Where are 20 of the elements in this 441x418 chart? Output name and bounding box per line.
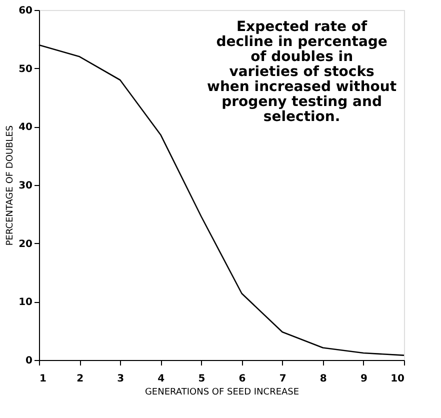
x-tick-label: 5 <box>198 374 206 384</box>
y-tick-label: 60 <box>18 6 33 16</box>
x-tick-label: 1 <box>40 374 46 384</box>
x-tick-label: 4 <box>158 374 165 384</box>
x-axis-title: GENERATIONS OF SEED INCREASE <box>144 388 300 398</box>
y-tick-label: 20 <box>18 238 33 250</box>
y-tick-label: 50 <box>18 64 33 75</box>
x-tick-label: 3 <box>117 374 124 384</box>
y-tick-label: 10 <box>18 297 33 308</box>
y-tick-label: 0 <box>26 356 33 366</box>
x-tick-label: 2 <box>76 374 84 384</box>
annotation: Expected rate of decline in percentage of doubles in varieties of stocks when increased without progeny testing and selection. <box>207 19 397 125</box>
x-tick-label: 9 <box>360 374 368 384</box>
x-tick-label: 8 <box>320 374 327 384</box>
x-tick-label: 7 <box>279 374 286 384</box>
y-tick-label: 30 <box>18 180 33 192</box>
y-tick-label: 40 <box>18 122 33 134</box>
x-tick-label: 6 <box>238 374 246 384</box>
y-axis-title: PERCENTAGE OF DOUBLES <box>6 125 16 246</box>
x-tick-label: 10 <box>390 374 405 384</box>
